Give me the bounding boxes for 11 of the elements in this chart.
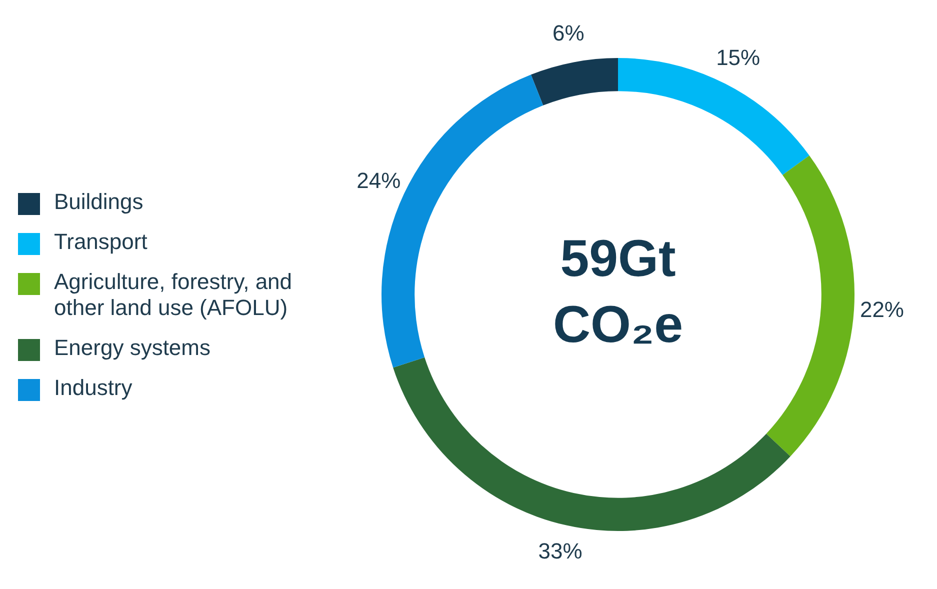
data-label: 22% — [860, 297, 904, 322]
legend-label: Industry — [54, 374, 132, 400]
data-label: 24% — [356, 168, 401, 193]
legend-label: Transport — [54, 228, 148, 254]
legend-label: Energy systems — [54, 334, 210, 360]
legend-label: Agriculture, forestry, and other land use (AFOLU) — [54, 268, 294, 320]
data-label: 6% — [552, 20, 584, 46]
data-label: 15% — [716, 44, 760, 70]
data-label: 33% — [538, 538, 582, 564]
text: 59Gt CO₂e — [552, 230, 684, 354]
legend-label: Buildings — [54, 188, 144, 214]
